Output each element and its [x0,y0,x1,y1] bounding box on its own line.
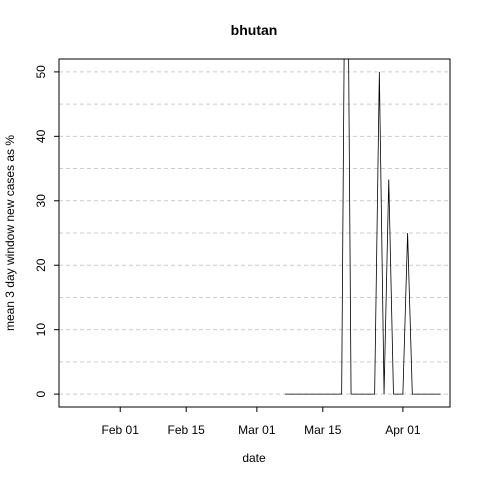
x-tick-label: Mar 01 [238,423,276,437]
x-axis-label: date [242,451,266,465]
y-axis: 0 10 20 30 40 50 [34,65,59,397]
series-line-0 [285,59,441,395]
x-tick-label: Feb 01 [102,423,140,437]
series-group [285,59,441,395]
plot-frame [58,58,451,408]
y-tick-label: 20 [34,258,48,272]
y-axis-label: mean 3 day window new cases as % [3,135,17,331]
y-tick-label: 10 [34,323,48,337]
y-tick-label: 50 [34,65,48,79]
y-tick-label: 0 [34,390,48,397]
x-tick-label: Apr 01 [385,423,421,437]
x-tick-label: Mar 15 [304,423,342,437]
x-tick-label: Feb 15 [168,423,206,437]
grid-lines [59,71,450,395]
chart-title: bhutan [231,22,278,38]
y-tick-label: 30 [34,194,48,208]
y-tick-label: 40 [34,129,48,143]
x-axis: Feb 01 Feb 15 Mar 01 Mar 15 Apr 01 [102,407,421,437]
